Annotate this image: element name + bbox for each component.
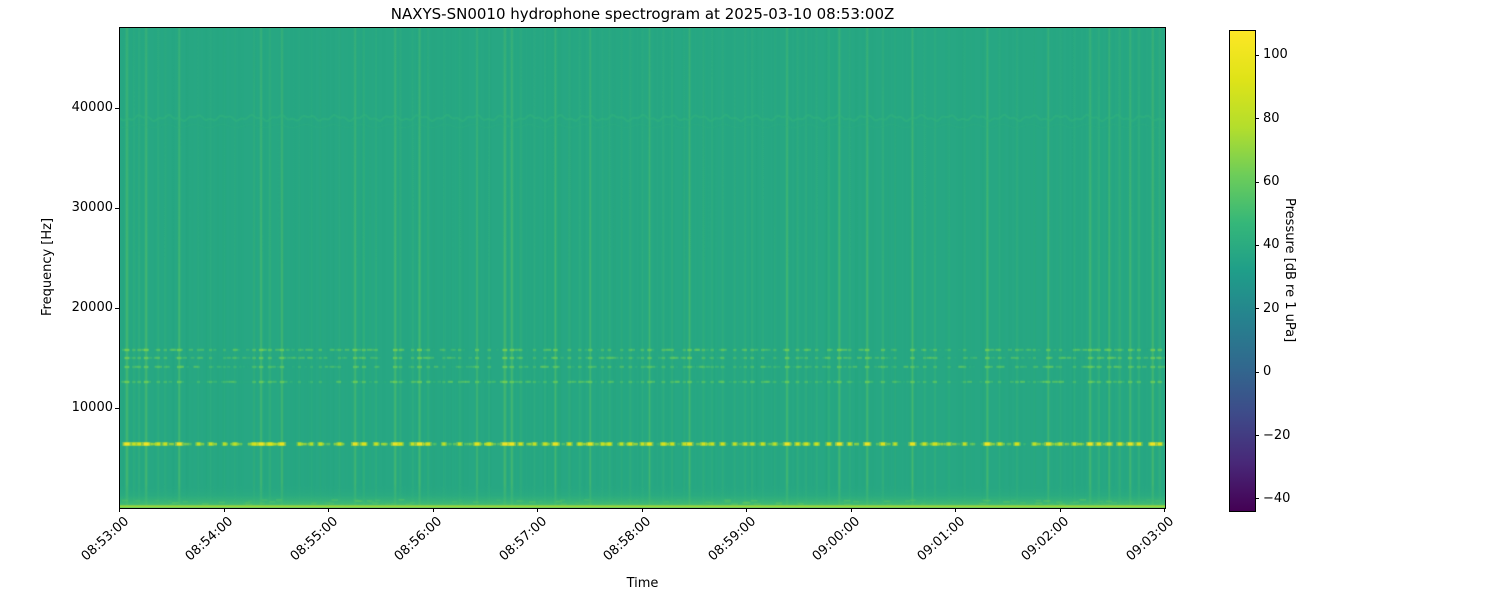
x-tick-mark <box>1059 508 1061 512</box>
colorbar-tick-mark <box>1255 498 1259 500</box>
colorbar-tick-label: −20 <box>1263 427 1291 443</box>
y-tick-label: 40000 <box>71 100 113 115</box>
x-tick-mark <box>746 508 747 512</box>
colorbar-tick-label: 40 <box>1263 237 1280 253</box>
y-axis-label: Frequency [Hz] <box>40 217 55 317</box>
colorbar-tick-mark <box>1255 54 1259 56</box>
x-tick-mark <box>641 508 643 512</box>
x-tick-label: 09:01:00 <box>914 514 968 565</box>
x-tick-label: 08:54:00 <box>182 514 237 565</box>
x-tick-mark <box>432 508 434 512</box>
y-tick-mark <box>115 107 119 109</box>
x-tick-mark <box>119 508 120 512</box>
colorbar-tick-label: 100 <box>1263 47 1288 63</box>
colorbar-tick-mark <box>1255 244 1259 246</box>
spectrogram-image <box>120 28 1165 508</box>
colorbar-tick-label: 0 <box>1263 364 1272 380</box>
colorbar-tick-mark <box>1255 435 1259 437</box>
y-tick-label: 20000 <box>71 300 113 315</box>
x-tick-mark <box>223 508 225 512</box>
colorbar-tick-mark <box>1255 371 1259 373</box>
colorbar-tick-mark <box>1255 118 1259 120</box>
x-tick-mark <box>850 508 852 512</box>
colorbar-tick-label: 60 <box>1263 174 1280 190</box>
y-tick-label: 10000 <box>71 400 113 415</box>
colorbar-tick-label: 20 <box>1263 300 1280 316</box>
x-tick-label: 09:03:00 <box>1123 514 1177 565</box>
x-tick-label: 08:59:00 <box>705 514 759 565</box>
y-tick-mark <box>115 207 119 209</box>
x-tick-mark <box>328 508 329 512</box>
x-tick-mark <box>955 508 956 512</box>
x-tick-label: 08:53:00 <box>78 514 132 565</box>
colorbar-tick-mark <box>1255 308 1259 310</box>
y-tick-mark <box>115 307 119 309</box>
colorbar <box>1229 30 1256 512</box>
x-tick-label: 08:57:00 <box>496 514 550 565</box>
x-tick-label: 09:02:00 <box>1018 514 1073 565</box>
y-tick-mark <box>115 407 119 409</box>
colorbar-tick-label: −40 <box>1263 490 1291 506</box>
plot-area <box>119 27 1166 509</box>
x-tick-mark <box>537 508 538 512</box>
chart-title: NAXYS-SN0010 hydrophone spectrogram at 2… <box>390 5 895 23</box>
colorbar-tick-mark <box>1255 181 1259 183</box>
colorbar-tick-label: 80 <box>1263 110 1280 126</box>
x-tick-label: 08:58:00 <box>600 514 655 565</box>
x-tick-label: 09:00:00 <box>809 514 864 565</box>
x-tick-label: 08:56:00 <box>391 514 446 565</box>
x-tick-label: 08:55:00 <box>287 514 341 565</box>
x-axis-label: Time <box>626 576 659 591</box>
y-tick-label: 30000 <box>71 200 113 215</box>
x-tick-mark <box>1164 508 1165 512</box>
colorbar-label: Pressure [dB re 1 uPa] <box>1282 197 1297 343</box>
